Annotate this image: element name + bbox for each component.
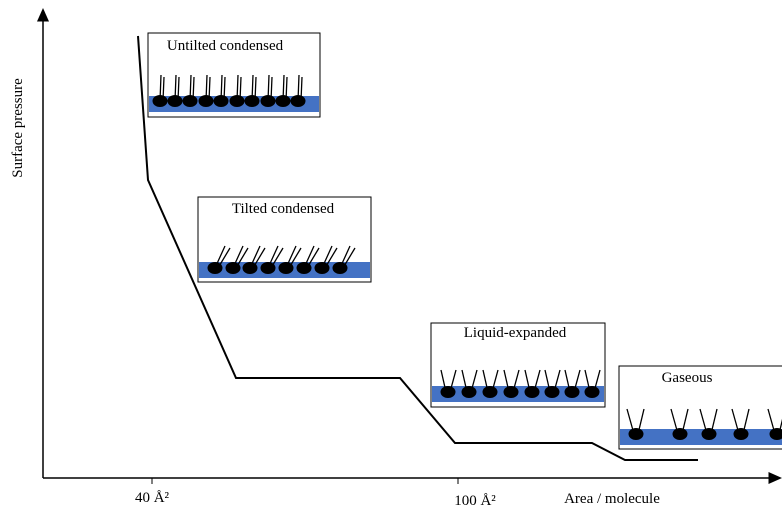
lipid-head	[291, 95, 306, 107]
lipid-head	[276, 95, 291, 107]
x-tick-label: 100 Å²	[454, 493, 496, 509]
lipid-head	[462, 386, 477, 398]
lipid-head	[214, 95, 229, 107]
lipid-head	[483, 386, 498, 398]
phase-label: Tilted condensed	[232, 201, 335, 217]
lipid-head	[230, 95, 245, 107]
lipid-head	[168, 95, 183, 107]
x-tick-label: 40 Å²	[135, 490, 170, 506]
lipid-head	[629, 428, 644, 440]
lipid-head	[734, 428, 749, 440]
lipid-head	[333, 262, 348, 274]
y-axis-label: Surface pressure	[10, 78, 26, 178]
lipid-head	[525, 386, 540, 398]
lipid-head	[673, 428, 688, 440]
lipid-head	[226, 262, 241, 274]
lipid-head	[183, 95, 198, 107]
phase-panel: Liquid-expanded	[431, 323, 605, 407]
water-layer	[620, 429, 782, 445]
lipid-head	[441, 386, 456, 398]
lipid-head	[279, 262, 294, 274]
lipid-head	[297, 262, 312, 274]
lipid-head	[245, 95, 260, 107]
lipid-head	[585, 386, 600, 398]
phase-label: Liquid-expanded	[464, 325, 567, 341]
phase-label: Untilted condensed	[167, 38, 284, 54]
phase-label: Gaseous	[662, 370, 713, 386]
x-axis-label: Area / molecule	[564, 491, 660, 507]
lipid-head	[153, 95, 168, 107]
lipid-head	[261, 95, 276, 107]
lipid-head	[504, 386, 519, 398]
phase-panel: Gaseous	[619, 366, 782, 449]
lipid-head	[315, 262, 330, 274]
lipid-head	[243, 262, 258, 274]
lipid-head	[565, 386, 580, 398]
lipid-head	[261, 262, 276, 274]
lipid-head	[199, 95, 214, 107]
phase-panel: Tilted condensed	[198, 197, 371, 282]
lipid-head	[545, 386, 560, 398]
lipid-head	[208, 262, 223, 274]
phase-panel: Untilted condensed	[148, 33, 320, 117]
diagram: Surface pressure Area / molecule 40 Å² 1…	[0, 0, 782, 510]
lipid-head	[702, 428, 717, 440]
